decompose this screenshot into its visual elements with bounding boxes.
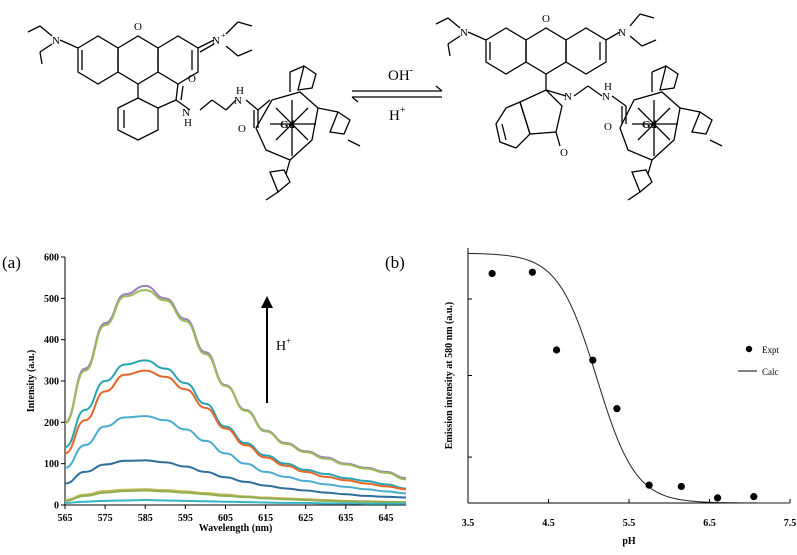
y-tick-label: 600 — [44, 253, 59, 264]
h-plus-arrow — [261, 296, 273, 403]
atom-n-plus: N — [212, 35, 220, 47]
emission-spectra-chart: 0 100 200 300 400 500 600 565 575 585 595 605 615 625… — [26, 253, 407, 534]
y-axis-title: Intensity (a.u.) — [26, 350, 37, 413]
atom-n-amide: N — [182, 107, 190, 119]
spectrum-series-line-9 — [64, 499, 406, 505]
atom-h-linker-r: H — [604, 81, 612, 93]
x-tick-label: 5.5 — [623, 518, 636, 529]
atom-h-amide: H — [184, 117, 192, 129]
y-tick-label: 100 — [44, 459, 59, 470]
x-tick-label: 605 — [218, 513, 233, 524]
expt-data-point — [488, 269, 496, 278]
y-tick-label: 0 — [54, 501, 59, 512]
expt-data-point — [677, 482, 685, 491]
y-tick-label: 300 — [44, 377, 59, 388]
x-tick-label: 7.5 — [784, 518, 797, 529]
atom-gd-left: Gd — [280, 119, 295, 131]
panel-a-label: (a) — [2, 253, 21, 272]
atom-n-lactam: N — [564, 91, 572, 103]
atom-o-xanthene-r: O — [542, 13, 550, 25]
atom-o-linker-r: O — [604, 121, 612, 133]
y-axis-title: Emission intensity at 580 nm (a.u.) — [444, 302, 455, 450]
x-tick-label: 4.5 — [542, 518, 555, 529]
expt-data-point — [750, 493, 758, 501]
spectrum-series-line-2 — [64, 289, 407, 481]
x-tick-label: 6.5 — [703, 518, 716, 529]
atom-n-linker: N — [234, 95, 242, 107]
calc-fit-curve — [467, 252, 790, 504]
atom-o-lactam: O — [560, 147, 568, 159]
atom-o-amide: O — [188, 73, 196, 85]
atom-h-linker: H — [236, 85, 244, 97]
atom-n-linker-r: N — [602, 91, 610, 103]
forward-label: OH- — [388, 65, 413, 84]
expt-data-point — [552, 346, 561, 354]
x-tick-label: 615 — [258, 513, 273, 524]
x-tick-label: 635 — [338, 513, 353, 524]
atom-o-linker: O — [238, 123, 246, 135]
molecule-open-form — [27, 21, 361, 201]
spectrum-series-line-4 — [64, 369, 407, 491]
atom-o-xanthene: O — [134, 21, 142, 33]
y-tick-label: 200 — [44, 418, 59, 429]
atom-n-left-r: N — [460, 27, 468, 39]
y-tick-label: 400 — [44, 335, 59, 346]
x-tick-label: 565 — [58, 513, 73, 524]
molecule-spirolactam-form — [435, 13, 723, 201]
expt-data-point — [589, 356, 597, 364]
x-tick-label: 3.5 — [462, 518, 475, 529]
legend-expt-label: Expt — [762, 345, 779, 355]
x-axis-title: pH — [622, 536, 636, 547]
y-tick-label: 500 — [44, 294, 59, 305]
h-plus-arrow-label: H+ — [276, 336, 291, 354]
x-tick-label: 645 — [378, 513, 393, 524]
x-tick-label: 625 — [298, 513, 313, 524]
reaction-scheme: N N + O O N H N H O Gd OH- H+ — [27, 13, 723, 201]
spectrum-series-line-6 — [64, 459, 407, 499]
x-tick-label: 575 — [98, 513, 113, 524]
spectrum-series-line-3 — [64, 359, 407, 490]
expt-data-point — [645, 481, 653, 489]
legend-expt-marker — [745, 345, 753, 353]
atom-n-right-r: N — [618, 27, 626, 39]
legend-calc-label: Calc — [762, 367, 779, 377]
atom-n-left: N — [52, 35, 60, 47]
x-axis-title: Wavelength (nm) — [199, 523, 273, 534]
x-tick-label: 585 — [138, 513, 153, 524]
reverse-label: H+ — [389, 105, 406, 124]
panel-b-label: (b) — [385, 253, 405, 272]
spectrum-series-line-5 — [64, 415, 407, 495]
expt-data-point — [528, 268, 537, 276]
ph-titration-chart: 3.5 4.5 5.5 6.5 7.5 pH Emission intensity at 5… — [444, 248, 796, 547]
atom-plus-charge: + — [221, 31, 226, 40]
spectrum-series-line-8 — [64, 489, 407, 504]
expt-data-point — [613, 405, 621, 413]
expt-data-point — [713, 494, 722, 502]
equilibrium-arrows — [351, 85, 443, 103]
x-tick-label: 595 — [178, 513, 193, 524]
atom-gd-right: Gd — [642, 119, 657, 131]
